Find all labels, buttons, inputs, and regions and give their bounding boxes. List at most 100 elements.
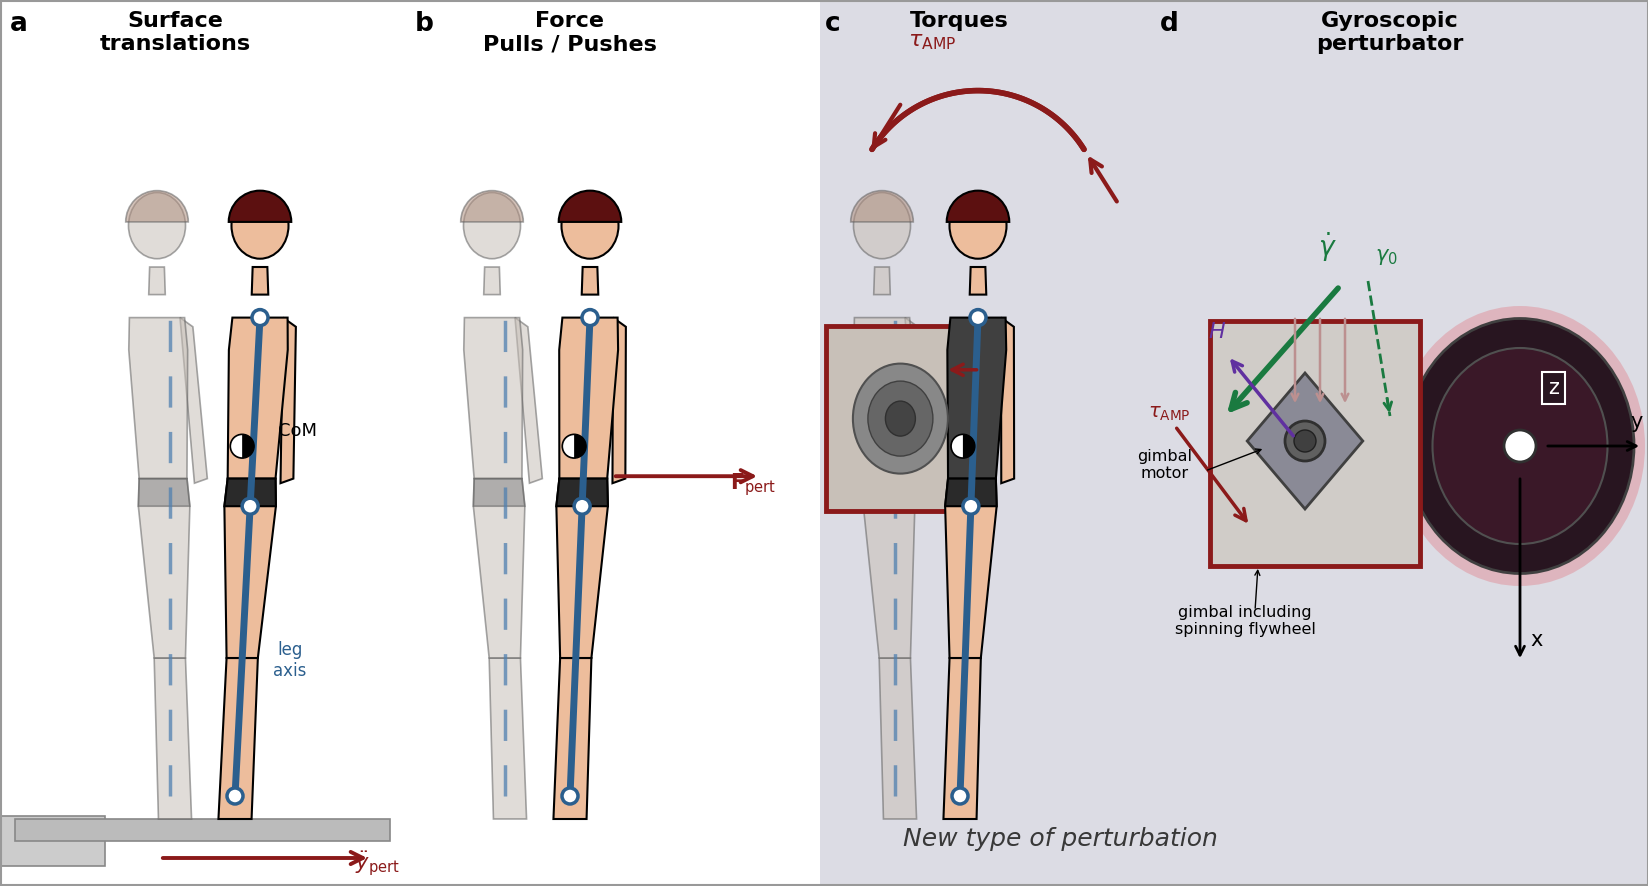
Circle shape [252,309,269,325]
Polygon shape [252,267,269,295]
Polygon shape [559,317,618,478]
Polygon shape [224,478,275,506]
Polygon shape [489,658,526,819]
Ellipse shape [852,363,948,474]
Text: Surface
translations: Surface translations [99,11,250,54]
Text: y: y [1628,412,1641,432]
Bar [0,816,105,866]
Polygon shape [864,478,915,658]
Text: $\tau_{\rm AMP}$: $\tau_{\rm AMP}$ [908,32,956,51]
Polygon shape [555,478,608,506]
Text: Gyroscopic
perturbator: Gyroscopic perturbator [1315,11,1463,54]
Circle shape [1503,430,1534,462]
Ellipse shape [867,381,933,456]
Circle shape [242,498,259,514]
Text: x: x [1529,630,1541,650]
Circle shape [951,788,967,804]
Polygon shape [148,267,165,295]
Text: d: d [1159,11,1178,37]
Wedge shape [559,190,621,222]
Text: New type of perturbation: New type of perturbation [901,827,1216,851]
Wedge shape [125,190,188,222]
Circle shape [574,498,590,514]
Bar [15,819,391,841]
Polygon shape [138,478,190,506]
Polygon shape [280,317,295,483]
Text: $\gamma_0$: $\gamma_0$ [1374,247,1398,267]
Text: Force
Pulls / Pushes: Force Pulls / Pushes [483,11,656,54]
Text: a: a [10,11,28,37]
Polygon shape [944,478,995,506]
Polygon shape [473,478,524,658]
Polygon shape [944,478,995,658]
Polygon shape [611,317,626,483]
Polygon shape [227,317,288,478]
Text: CoM: CoM [279,423,316,440]
Ellipse shape [1394,306,1645,586]
Polygon shape [582,267,598,295]
Text: Torques: Torques [910,11,1009,31]
Polygon shape [224,478,275,658]
Text: leg
axis: leg axis [274,641,307,680]
Polygon shape [218,658,257,819]
Text: b: b [415,11,433,37]
Ellipse shape [231,192,288,259]
Polygon shape [138,478,190,658]
Polygon shape [514,317,542,483]
Ellipse shape [854,192,910,259]
Bar [826,325,974,510]
Polygon shape [483,267,499,295]
Circle shape [562,788,578,804]
Circle shape [562,434,585,458]
Text: $\mathbf{F}_{\rm pert}$: $\mathbf{F}_{\rm pert}$ [730,471,776,498]
Polygon shape [969,267,986,295]
Polygon shape [153,658,191,819]
Polygon shape [180,317,208,483]
Wedge shape [231,435,242,457]
Text: $\dot{\gamma}$: $\dot{\gamma}$ [1317,230,1337,264]
Polygon shape [463,317,522,478]
Polygon shape [878,658,916,819]
Circle shape [1284,421,1325,461]
Ellipse shape [885,401,915,436]
Circle shape [231,434,254,458]
Polygon shape [473,478,524,506]
Circle shape [951,434,974,458]
Text: gimbal
motor: gimbal motor [1137,448,1192,481]
Bar [0,0,819,886]
Ellipse shape [463,192,521,259]
Text: $H$: $H$ [1208,322,1226,342]
Polygon shape [1246,373,1361,509]
Circle shape [1294,430,1315,452]
Bar [819,0,1648,886]
Polygon shape [854,317,911,478]
Ellipse shape [129,192,186,259]
Ellipse shape [949,192,1005,259]
Circle shape [582,309,598,325]
Polygon shape [1000,317,1014,483]
Text: $\ddot{y}_{\rm pert}$: $\ddot{y}_{\rm pert}$ [354,850,399,879]
Circle shape [227,788,242,804]
Wedge shape [951,435,962,457]
Polygon shape [905,317,931,483]
Text: z: z [1547,378,1557,398]
Polygon shape [946,317,1005,478]
Text: c: c [824,11,840,37]
Ellipse shape [560,192,618,259]
Circle shape [969,309,986,325]
Wedge shape [460,190,522,222]
Polygon shape [943,658,981,819]
Wedge shape [946,190,1009,222]
Text: gimbal including
spinning flywheel: gimbal including spinning flywheel [1173,604,1315,637]
Polygon shape [864,478,915,506]
Ellipse shape [1432,348,1607,544]
Polygon shape [554,658,592,819]
Text: $\tau_{\rm AMP}$: $\tau_{\rm AMP}$ [1147,404,1190,424]
Wedge shape [850,190,913,222]
Polygon shape [129,317,188,478]
Polygon shape [555,478,608,658]
Circle shape [962,498,979,514]
Bar [1210,321,1419,566]
Wedge shape [229,190,292,222]
Wedge shape [562,435,574,457]
